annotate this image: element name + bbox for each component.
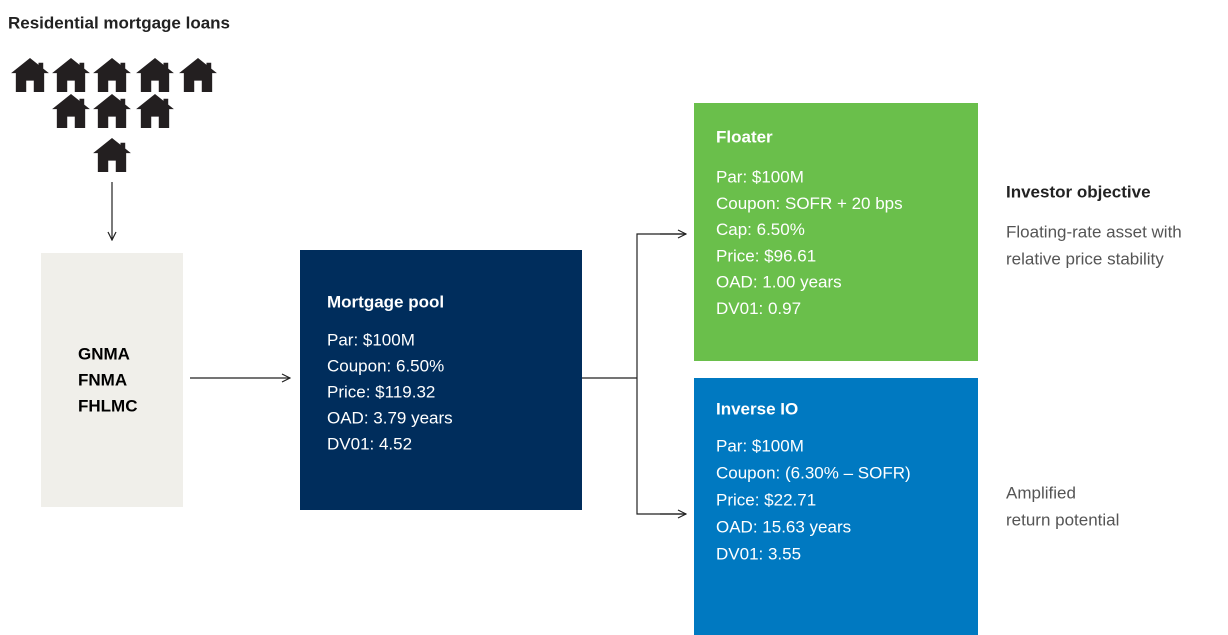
connectors: [112, 182, 686, 514]
box-line: OAD: 3.79 years: [327, 408, 453, 427]
box-line: OAD: 15.63 years: [716, 517, 851, 536]
floater-box: [694, 103, 978, 361]
agency-name: FHLMC: [78, 396, 137, 415]
pool-box: [300, 250, 582, 510]
objective-text: return potential: [1006, 510, 1119, 529]
box-title: Inverse IO: [716, 399, 798, 418]
box-title: Mortgage pool: [327, 292, 444, 311]
box-line: Coupon: (6.30% – SOFR): [716, 463, 911, 482]
inverse-io-box: [694, 378, 978, 635]
box-line: Price: $96.61: [716, 246, 816, 265]
box-line: Price: $22.71: [716, 490, 816, 509]
box-line: DV01: 4.52: [327, 434, 412, 453]
box-line: Coupon: SOFR + 20 bps: [716, 194, 903, 213]
agency-name: GNMA: [78, 344, 130, 363]
agency-name: FNMA: [78, 370, 127, 389]
title: Residential mortgage loans: [8, 13, 230, 32]
box-line: Par: $100M: [327, 330, 415, 349]
houses: [11, 58, 217, 172]
box-line: Par: $100M: [716, 436, 804, 455]
box-line: Coupon: 6.50%: [327, 356, 444, 375]
objective-text: Amplified: [1006, 483, 1076, 502]
box-line: Par: $100M: [716, 167, 804, 186]
objective-text: Floating-rate asset with: [1006, 222, 1182, 241]
agency-box: [41, 253, 183, 507]
box-line: Cap: 6.50%: [716, 220, 805, 239]
box-title: Floater: [716, 127, 773, 146]
box-line: OAD: 1.00 years: [716, 273, 842, 292]
objective-text: relative price stability: [1006, 249, 1164, 268]
box-line: DV01: 3.55: [716, 544, 801, 563]
text-layer: GNMA FNMA FHLMC Mortgage pool Par: $100M Coup…: [78, 127, 1182, 563]
objective-heading: Investor objective: [1006, 182, 1151, 201]
box-line: DV01: 0.97: [716, 299, 801, 318]
box-line: Price: $119.32: [327, 382, 435, 401]
